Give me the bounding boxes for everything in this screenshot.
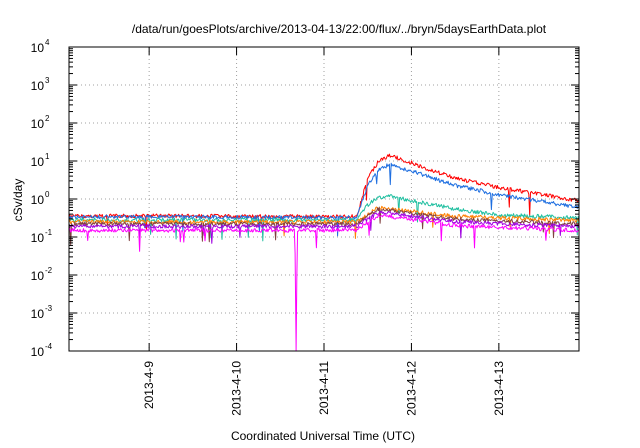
y-tick-label-exponent: 1: [45, 152, 50, 161]
y-axis-label: cSv/day: [11, 179, 25, 222]
x-tick-label: 2013-4-11: [317, 361, 331, 415]
y-tick-label: 10: [31, 79, 45, 93]
y-tick-label-base: 10: [31, 193, 45, 207]
y-tick-label-exponent: 4: [45, 38, 50, 47]
y-tick-label-base: 10: [31, 269, 45, 283]
y-tick-label-exponent: -1: [45, 228, 53, 237]
x-tick-label: 2013-4-12: [404, 361, 418, 416]
series-line: [68, 162, 580, 237]
y-tick-label-base: 10: [31, 79, 45, 93]
x-tick-label: 2013-4-13: [492, 361, 506, 416]
x-tick-label: 2013-4-10: [230, 361, 244, 416]
y-tick-label: 10: [31, 193, 45, 207]
y-tick-label-base: 10: [31, 231, 45, 245]
grid-layer: [69, 47, 579, 351]
y-tick-label-exponent: 3: [45, 76, 50, 85]
y-tick-label: 10: [31, 231, 45, 245]
y-tick-label-base: 10: [31, 117, 45, 131]
series-line: [68, 194, 580, 242]
series-line: [68, 210, 580, 244]
y-tick-label-exponent: -4: [45, 342, 53, 351]
y-tick-label-exponent: -3: [45, 304, 53, 313]
y-tick-label-base: 10: [31, 155, 45, 169]
y-tick-label-exponent: -2: [45, 266, 53, 275]
y-tick-label-base: 10: [31, 345, 45, 359]
y-tick-label-base: 10: [31, 41, 45, 55]
y-tick-label: 10: [31, 345, 45, 359]
x-tick-label: 2013-4-9: [142, 361, 156, 409]
series-layer: [68, 153, 580, 352]
y-tick-label: 10: [31, 269, 45, 283]
y-tick-label: 10: [31, 155, 45, 169]
y-tick-label-base: 10: [31, 307, 45, 321]
y-tick-label: 10: [31, 117, 45, 131]
x-axis-label: Coordinated Universal Time (UTC): [231, 429, 415, 443]
y-tick-label-exponent: 0: [45, 190, 50, 199]
tick-layer: [69, 46, 579, 352]
y-tick-label-exponent: 2: [45, 114, 50, 123]
x-tick-labels: 2013-4-9 2013-4-10 2013-4-11 2013-4-12 2013-…: [142, 361, 506, 416]
series-line: [68, 213, 580, 352]
chart-title: /data/run/goesPlots/archive/2013-04-13/2…: [132, 22, 547, 36]
y-tick-label: 10: [31, 41, 45, 55]
series-line: [68, 153, 580, 231]
y-tick-label: 10: [31, 307, 45, 321]
